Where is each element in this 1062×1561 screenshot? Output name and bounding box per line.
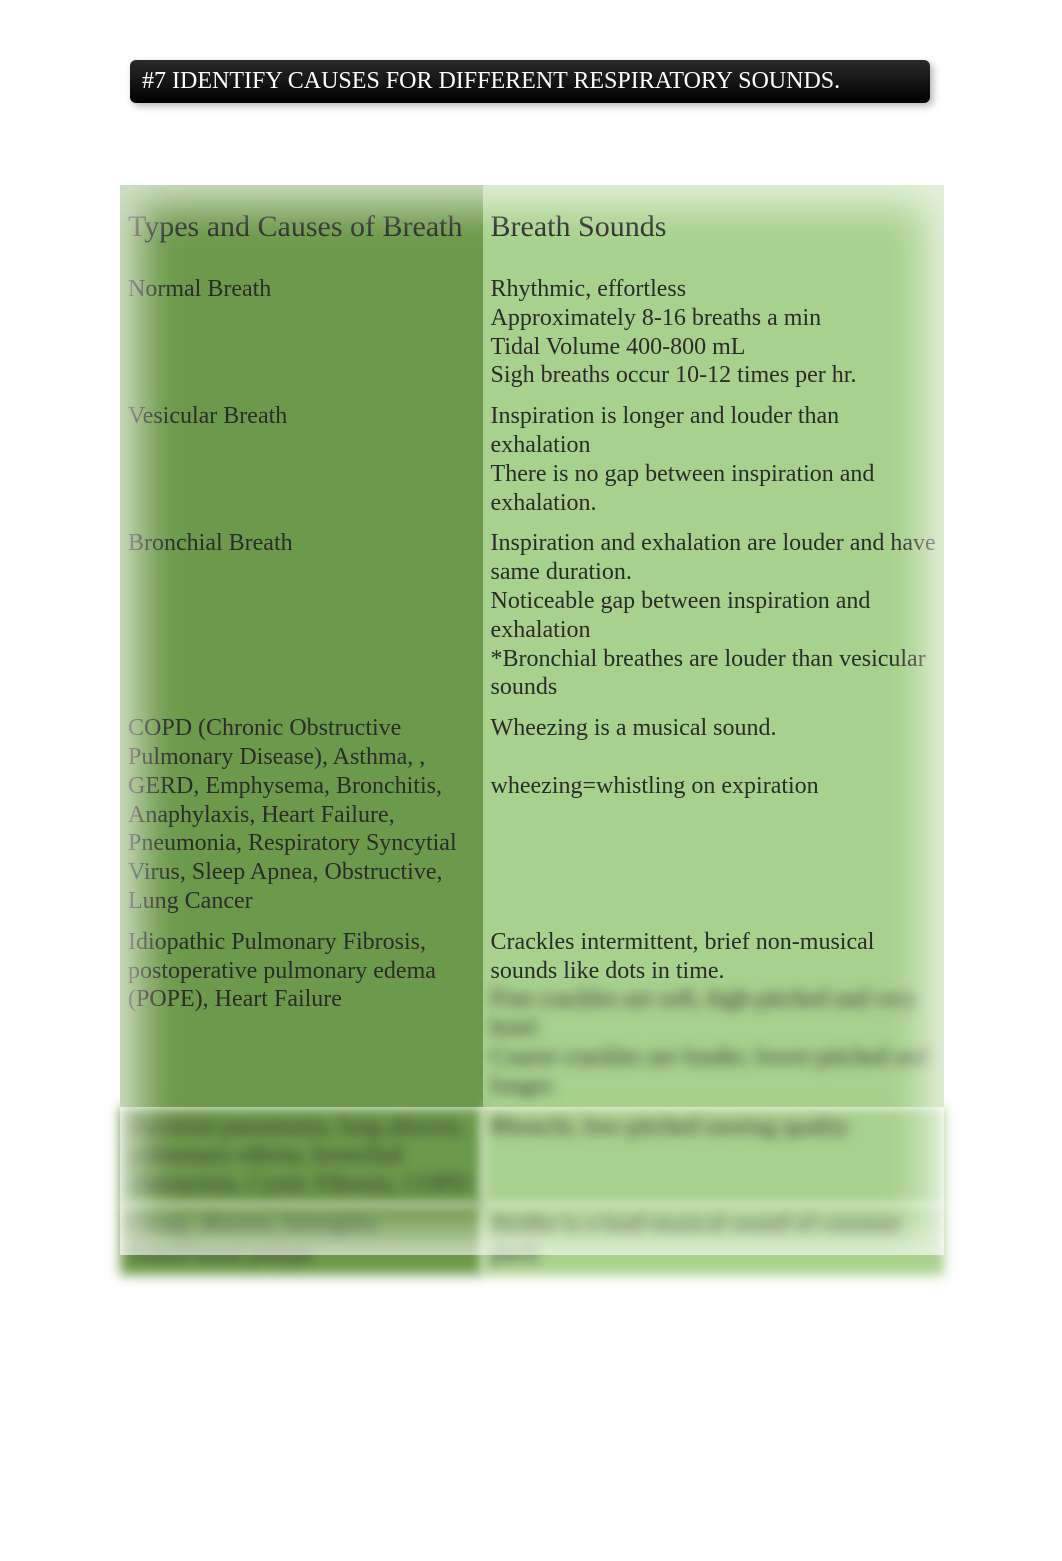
header-left: Types and Causes of Breath [120, 185, 483, 269]
cell-left: Bronchial Breath [120, 523, 483, 708]
table-row: Croup, abscess, laryngitis, Tonsil/nasal… [120, 1205, 944, 1275]
header-right: Breath Sounds [483, 185, 944, 269]
cell-left: COPD (Chronic Obstructive Pulmonary Dise… [120, 708, 483, 922]
table-row: Vesicular Breath Inspiration is longer a… [120, 396, 944, 523]
cell-left: Vesicular Breath [120, 396, 483, 523]
table-header-row: Types and Causes of Breath Breath Sounds [120, 185, 944, 269]
cell-left: Idiopathic Pulmonary Fibrosis, postopera… [120, 922, 483, 1107]
cell-right-blur: Rhonchi, low-pitched snoring quality [483, 1107, 944, 1205]
cell-right: Inspiration and exhalation are louder an… [483, 523, 944, 708]
breath-sounds-table: Types and Causes of Breath Breath Sounds… [120, 185, 944, 1275]
cell-right: Crackles intermittent, brief non-musical… [483, 922, 944, 1107]
table-row: COPD (Chronic Obstructive Pulmonary Dise… [120, 708, 944, 922]
table-row: Normal Breath Rhythmic, effortlessApprox… [120, 269, 944, 396]
cell-left-blur: Croup, abscess, laryngitis, Tonsil/nasal… [120, 1205, 483, 1275]
cell-right: Rhythmic, effortlessApproximately 8-16 b… [483, 269, 944, 396]
table-row: Idiopathic Pulmonary Fibrosis, postopera… [120, 922, 944, 1107]
section-title: #7 IDENTIFY CAUSES FOR DIFFERENT RESPIRA… [130, 60, 930, 103]
table-row: Bacterial pneumonia, lung abscess, pulmo… [120, 1107, 944, 1205]
cell-right: Inspiration is longer and louder than ex… [483, 396, 944, 523]
cell-right-blur: Stridor is a loud musical sound of const… [483, 1205, 944, 1275]
cell-left: Normal Breath [120, 269, 483, 396]
table-row: Bronchial Breath Inspiration and exhalat… [120, 523, 944, 708]
cell-right-blur: Fine crackles are soft, high-pitched and… [491, 986, 929, 1098]
cell-right: Wheezing is a musical sound.wheezing=whi… [483, 708, 944, 922]
cell-left-blur: Bacterial pneumonia, lung abscess, pulmo… [120, 1107, 483, 1205]
cell-right-clear: Crackles intermittent, brief non-musical… [491, 929, 875, 984]
